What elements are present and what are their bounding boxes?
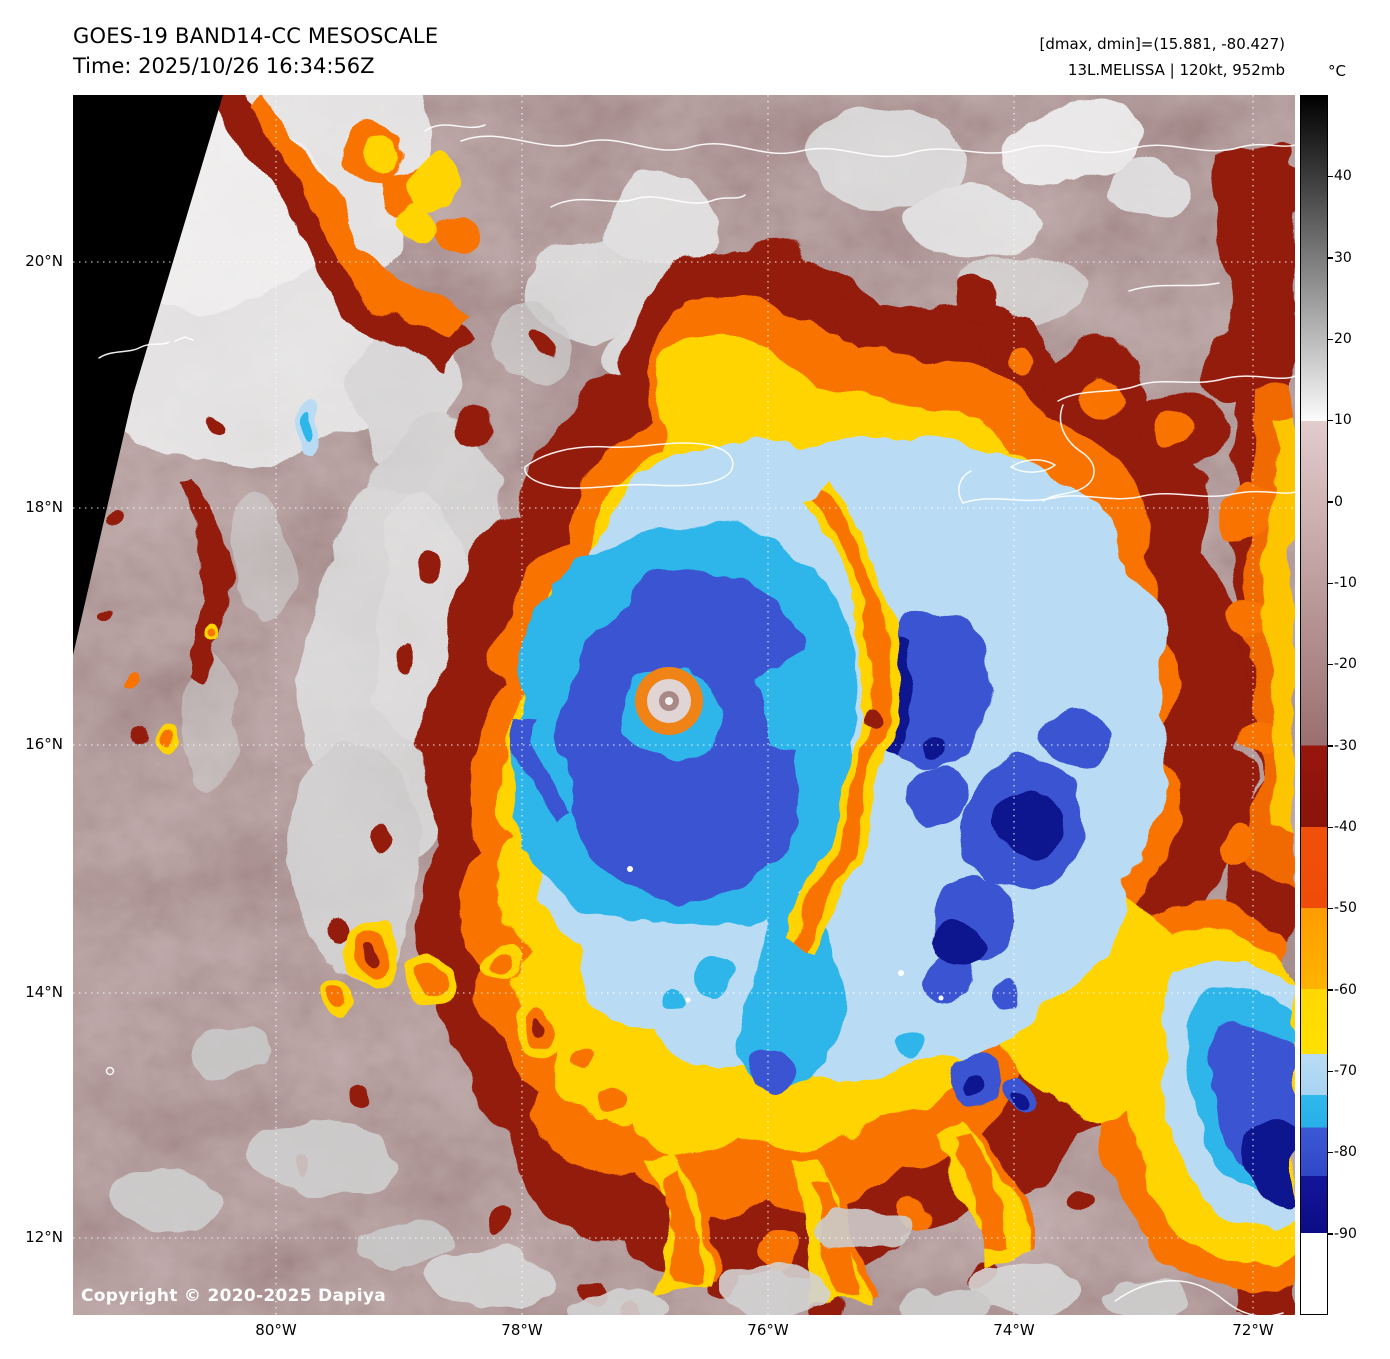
colorbar-tick-label: -50	[1334, 900, 1357, 916]
colorbar-tick-label: -60	[1334, 982, 1357, 998]
colorbar-tick-label: 0	[1334, 494, 1343, 510]
colorbar-tick-mark	[1327, 583, 1333, 585]
lon-tick-label: 80°W	[255, 1321, 296, 1339]
colorbar-tick-mark	[1327, 257, 1333, 259]
colorbar-tick-label: -20	[1334, 656, 1357, 672]
colorbar-tick-mark	[1327, 664, 1333, 666]
colorbar-tick-mark	[1327, 908, 1333, 910]
colorbar-tick-label: 10	[1334, 412, 1352, 428]
colorbar-tick-label: 30	[1334, 250, 1352, 266]
colorbar-tick-mark	[1327, 1071, 1333, 1073]
lon-tick-label: 72°W	[1232, 1321, 1273, 1339]
lon-tick-label: 74°W	[993, 1321, 1034, 1339]
product-title: GOES-19 BAND14-CC MESOSCALE	[73, 24, 438, 48]
colorbar-tick-mark	[1327, 176, 1333, 178]
colorbar-tick-mark	[1327, 339, 1333, 341]
colorbar-tick-label: -70	[1334, 1063, 1357, 1079]
copyright-text: Copyright © 2020-2025 Dapiya	[81, 1286, 386, 1306]
satellite-viewer: GOES-19 BAND14-CC MESOSCALE Time: 2025/1…	[0, 0, 1390, 1359]
colorbar-tick-label: 20	[1334, 331, 1352, 347]
colorbar-tick-label: -80	[1334, 1144, 1357, 1160]
colorbar-tick-mark	[1327, 989, 1333, 991]
satellite-image	[73, 95, 1295, 1315]
storm-info: 13L.MELISSA | 120kt, 952mb	[1040, 58, 1285, 84]
lat-tick-label: 14°N	[25, 983, 63, 1001]
lon-tick-label: 76°W	[747, 1321, 788, 1339]
lat-tick-label: 12°N	[25, 1228, 63, 1246]
meta-block: [dmax, dmin]=(15.881, -80.427) 13L.MELIS…	[1040, 32, 1285, 83]
colorbar-tick-mark	[1327, 745, 1333, 747]
lon-tick-label: 78°W	[501, 1321, 542, 1339]
colorbar-tick-label: -30	[1334, 738, 1357, 754]
colorbar-tick-label: -10	[1334, 575, 1357, 591]
colorbar-tick-label: -40	[1334, 819, 1357, 835]
colorbar-tick-labels: 40 30 20 10 0 -10 -20 -30 -40 -50 -60 -70 -80 -90	[1334, 95, 1388, 1315]
satellite-map: Copyright © 2020-2025 Dapiya	[73, 95, 1295, 1315]
colorbar-tick-mark	[1327, 827, 1333, 829]
lat-tick-label: 16°N	[25, 735, 63, 753]
lat-axis: 20°N 18°N 16°N 14°N 12°N	[0, 0, 68, 1359]
colorbar-tick-mark	[1327, 420, 1333, 422]
lon-axis: 80°W 78°W 76°W 74°W 72°W	[0, 1321, 1390, 1345]
colorbar-tick-mark	[1327, 501, 1333, 503]
colorbar-unit: °C	[1328, 62, 1346, 80]
colorbar-tick-mark	[1327, 1233, 1333, 1235]
lat-tick-label: 20°N	[25, 252, 63, 270]
colorbar-tick-label: -90	[1334, 1226, 1357, 1242]
colorbar-gradient	[1301, 96, 1327, 1314]
lat-tick-label: 18°N	[25, 498, 63, 516]
range-info: [dmax, dmin]=(15.881, -80.427)	[1040, 32, 1285, 58]
colorbar-tick-label: 40	[1334, 168, 1352, 184]
timestamp: Time: 2025/10/26 16:34:56Z	[73, 54, 375, 78]
colorbar	[1300, 95, 1328, 1315]
colorbar-tick-mark	[1327, 1152, 1333, 1154]
